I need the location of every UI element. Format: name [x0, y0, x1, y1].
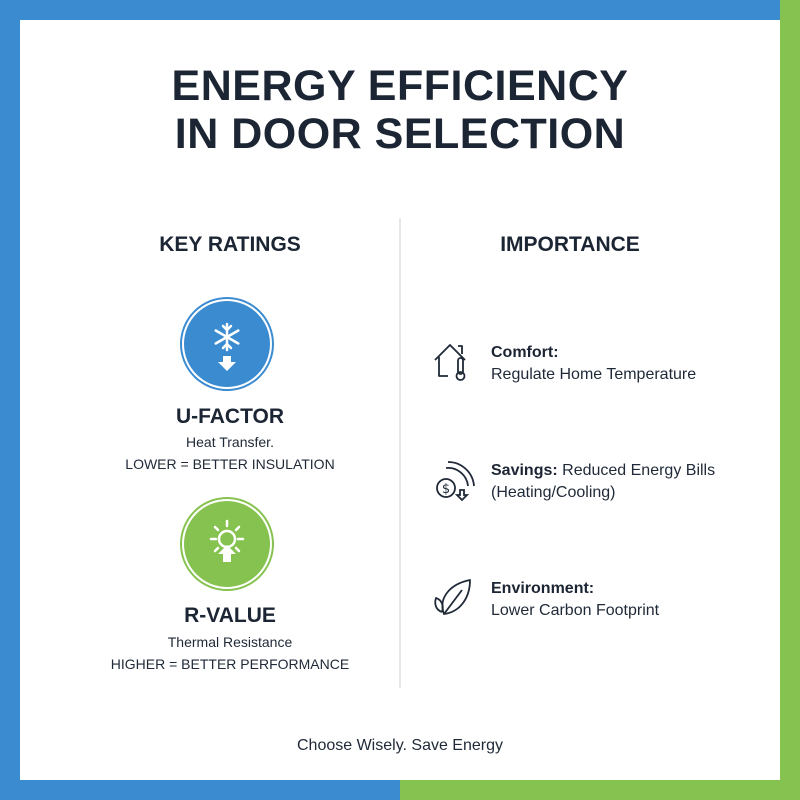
page-title: ENERGY EFFICIENCY IN DOOR SELECTION [171, 62, 629, 158]
savings-item: Savings: Reduced Energy Bills (Heating/C… [491, 460, 761, 504]
r-value-line2: HIGHER = BETTER PERFORMANCE [110, 656, 350, 672]
u-factor-line1: Heat Transfer. [186, 434, 274, 450]
leaf-icon [432, 576, 476, 620]
footer-tagline: Choose Wisely. Save Energy [296, 737, 503, 754]
environment-item: Environment: Lower Carbon Footprint [491, 578, 659, 622]
column-divider [399, 218, 401, 688]
sun-arrow-up-icon [184, 501, 270, 587]
comfort-text: Regulate Home Temperature [491, 366, 697, 383]
environment-label: Environment: [491, 580, 595, 597]
environment-text: Lower Carbon Footprint [491, 602, 660, 619]
importance-heading: IMPORTANCE [500, 233, 640, 256]
r-value-name: R-VALUE [184, 604, 276, 627]
comfort-label: Comfort: [491, 344, 559, 361]
green-border-bottom [400, 780, 800, 800]
dollar-savings-icon: $ [432, 458, 476, 502]
house-thermometer-icon [432, 340, 476, 384]
u-factor-name: U-FACTOR [175, 405, 285, 428]
r-value-ring [180, 497, 274, 591]
snowflake-arrow-down-icon [184, 301, 270, 387]
comfort-item: Comfort: Regulate Home Temperature [491, 342, 696, 386]
svg-text:$: $ [442, 482, 450, 497]
u-factor-ring [180, 297, 274, 391]
u-factor-line2: LOWER = BETTER INSULATION [125, 456, 335, 472]
r-value-line1: Thermal Resistance [167, 634, 293, 650]
savings-label: Savings: [491, 462, 558, 479]
key-ratings-heading: KEY RATINGS [159, 233, 301, 256]
savings-text: Reduced Energy Bills (Heating/Cooling) [491, 462, 716, 501]
green-border-right [780, 0, 800, 800]
